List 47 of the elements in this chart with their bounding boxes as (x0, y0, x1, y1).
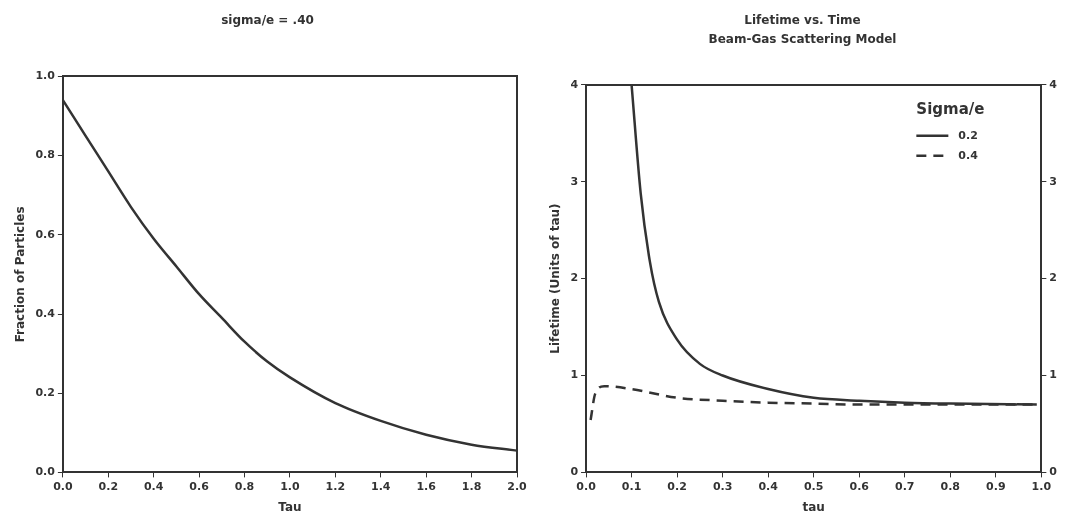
x-tick-label: 0.3 (712, 479, 733, 493)
x-tick-label: 0.6 (849, 479, 870, 493)
x-tick-label: 0.5 (803, 479, 824, 493)
x-tick-label: 0.0 (53, 479, 73, 493)
y-tick-label: 1.0 (35, 69, 56, 83)
chart-subtitle: Beam-Gas Scattering Model (708, 31, 897, 46)
y-tick-label: 1 (570, 368, 579, 382)
x-tick-label: 1.2 (325, 479, 346, 493)
legend-label: 0.2 (958, 128, 978, 142)
x-tick-label: 0.6 (189, 479, 210, 493)
y2-tick-label: 2 (1049, 271, 1057, 285)
x-tick-label: 1.4 (371, 479, 391, 493)
x-tick-label: 0.2 (98, 479, 119, 493)
y-tick-label: 0.0 (35, 465, 56, 479)
y-tick-label: 0.6 (35, 227, 56, 241)
y-tick-label: 0.8 (35, 148, 55, 162)
y2-tick-label: 3 (1049, 174, 1057, 188)
x-tick-label: 1.6 (416, 479, 437, 493)
x-tick-label: 1.0 (280, 479, 301, 493)
x-tick-label: 0.4 (143, 479, 164, 493)
x-tick-label: 0.4 (758, 479, 779, 493)
chart-title: sigma/e = .40 (221, 13, 314, 28)
x-tick-label: 0.9 (986, 479, 1006, 493)
legend-title: Sigma/e (916, 99, 985, 118)
y-tick-label: 0.4 (35, 306, 56, 320)
y-tick-label: 4 (570, 77, 579, 91)
y-axis-title: Lifetime (Units of tau) (548, 203, 563, 354)
x-axis-title: Tau (278, 499, 302, 514)
x-tick-label: 0.2 (667, 479, 687, 493)
y2-tick-label: 4 (1049, 77, 1058, 91)
y2-tick-label: 1 (1049, 368, 1057, 382)
y-tick-label: 2 (570, 271, 579, 285)
x-tick-label: 1.0 (1031, 479, 1052, 493)
y-axis-title: Fraction of Particles (13, 206, 28, 343)
x-tick-label: 0.1 (621, 479, 642, 493)
legend-label: 0.4 (958, 148, 979, 162)
y2-tick-label: 0 (1049, 465, 1058, 479)
x-tick-label: 0.8 (234, 479, 255, 493)
x-tick-label: 1.8 (461, 479, 482, 493)
x-tick-label: 0.8 (940, 479, 961, 493)
x-tick-label: 0.7 (895, 479, 915, 493)
chart-title: Lifetime vs. Time (744, 13, 861, 28)
x-tick-label: 2.0 (507, 479, 528, 493)
y-tick-label: 0 (570, 465, 579, 479)
y-tick-label: 0.2 (35, 386, 55, 400)
x-axis-title: tau (802, 499, 825, 514)
y-tick-label: 3 (570, 174, 579, 188)
